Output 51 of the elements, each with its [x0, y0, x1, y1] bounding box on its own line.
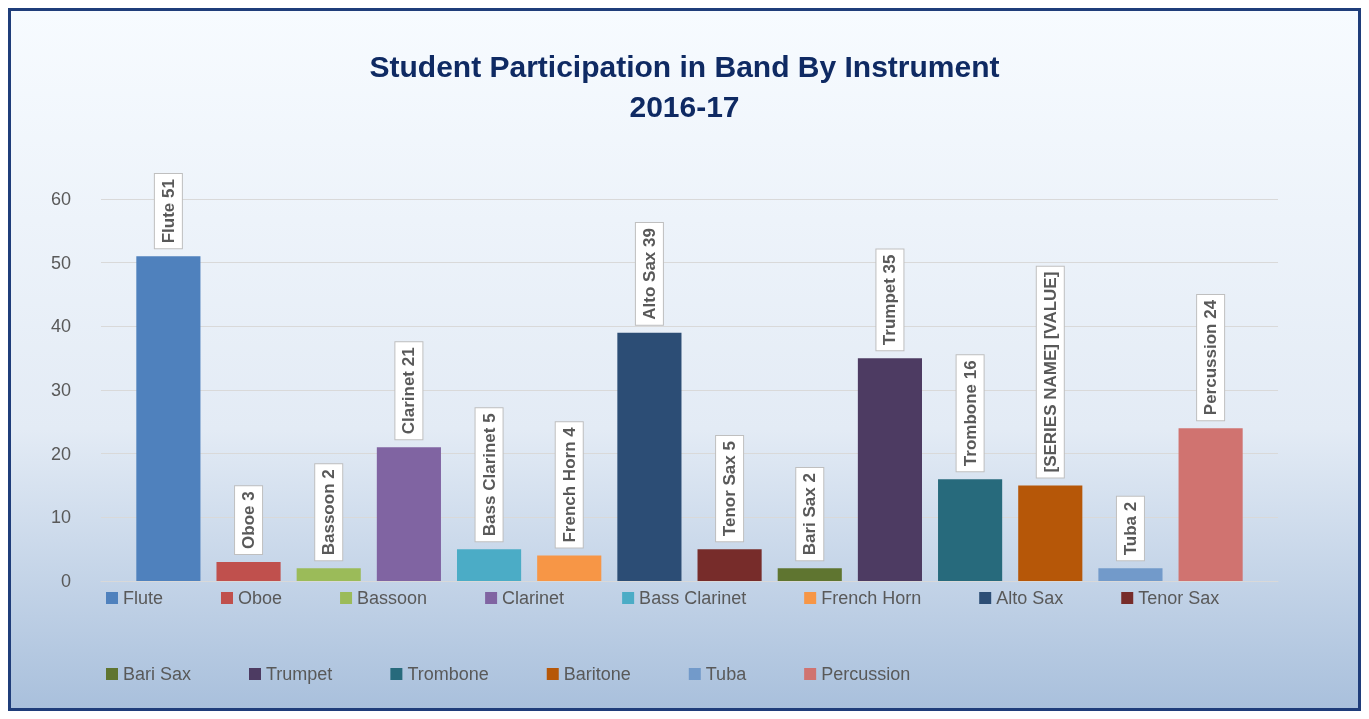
legend-label: Tenor Sax: [1138, 588, 1220, 608]
legend-label: French Horn: [821, 588, 922, 608]
y-tick-label: 20: [50, 443, 71, 464]
data-label: Alto Sax 39: [639, 228, 659, 320]
data-label: Bari Sax 2: [800, 473, 820, 556]
bar: [857, 358, 922, 581]
bar: [777, 568, 842, 581]
bar: [617, 332, 682, 581]
legend-label: Trombone: [407, 664, 489, 684]
bar: [376, 447, 441, 581]
data-label: Tuba 2: [1120, 501, 1140, 556]
data-label: Tenor Sax 5: [720, 441, 740, 537]
data-label: Clarinet 21: [399, 347, 419, 435]
legend-label: Bassoon: [357, 588, 428, 608]
y-tick-label: 10: [50, 507, 71, 528]
legend-label: Bass Clarinet: [639, 588, 747, 608]
y-tick-label: 40: [50, 316, 71, 337]
bar: [1018, 485, 1083, 581]
bar: [216, 561, 281, 581]
bar: [136, 256, 201, 581]
legend-label: Baritone: [563, 664, 631, 684]
legend-label: Tuba: [705, 664, 748, 684]
legend-label: Trumpet: [266, 664, 333, 684]
bar: [296, 568, 361, 581]
bar: [697, 549, 762, 581]
chart-title: Student Participation in Band By Instrument: [369, 49, 1000, 83]
legend-label: Alto Sax: [996, 588, 1064, 608]
legend-label: Bari Sax: [123, 664, 192, 684]
data-label: Trombone 16: [960, 360, 980, 467]
legend-label: Percussion: [821, 664, 911, 684]
data-label: Bassoon 2: [319, 469, 339, 556]
data-label: Percussion 24: [1201, 299, 1221, 416]
y-tick-label: 0: [60, 571, 71, 591]
chart-subtitle: 2016-17: [629, 89, 740, 123]
bar: [1098, 568, 1163, 581]
data-label: Bass Clarinet 5: [479, 413, 499, 537]
bar: [457, 549, 522, 581]
bar: [938, 479, 1003, 581]
bar: [537, 555, 602, 581]
data-label: French Horn 4: [559, 426, 579, 543]
data-label: Flute 51: [158, 179, 178, 244]
legend-label: Oboe: [238, 588, 283, 608]
data-label: [SERIES NAME] [VALUE]: [1040, 271, 1060, 473]
y-tick-label: 60: [50, 189, 71, 209]
legend-label: Flute: [123, 588, 164, 608]
y-tick-label: 50: [50, 252, 71, 273]
legend-label: Clarinet: [502, 588, 565, 608]
bar: [1178, 428, 1243, 581]
data-label: Trumpet 35: [880, 254, 900, 346]
data-label: Oboe 3: [239, 491, 259, 549]
y-tick-label: 30: [50, 380, 71, 400]
